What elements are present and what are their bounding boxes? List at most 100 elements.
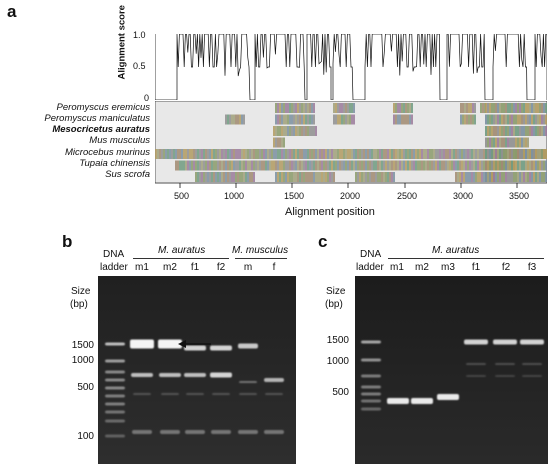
track-band [285, 114, 287, 125]
score-tick-0: 0 [144, 93, 150, 103]
track-band [309, 114, 311, 125]
track-band [257, 149, 259, 159]
track-band [185, 160, 187, 171]
track-band [527, 137, 529, 148]
track-band [523, 114, 525, 125]
track-band [447, 160, 449, 171]
track-band [309, 103, 311, 113]
track-band [491, 160, 493, 171]
track-band [535, 160, 537, 171]
track-band [279, 149, 281, 159]
track-band [527, 149, 529, 159]
track-band [539, 126, 541, 136]
band-m1-1500 [130, 339, 154, 349]
track-band [349, 103, 351, 113]
track-band [462, 103, 464, 113]
track-band [533, 103, 535, 113]
track-band [247, 172, 249, 182]
track-band [305, 103, 307, 113]
species-label-6: Sus scrofa [105, 169, 150, 180]
track-band [537, 149, 539, 159]
track-band [287, 103, 289, 113]
track-band [325, 172, 327, 182]
track-band [503, 172, 505, 182]
track-band [407, 149, 409, 159]
c-dna-label: DNA [360, 249, 382, 260]
track-band [365, 172, 367, 182]
track-band [251, 149, 253, 159]
track-band [201, 160, 203, 171]
track-band [543, 126, 545, 136]
track-band [277, 160, 279, 171]
track-band [353, 160, 355, 171]
track-band [421, 149, 423, 159]
track-band [269, 160, 271, 171]
track-band [385, 160, 387, 171]
c-size-1000: 1000 [326, 356, 349, 367]
track-band [317, 172, 319, 182]
track-band [403, 160, 405, 171]
ladder-band [105, 386, 125, 390]
track-band [483, 149, 485, 159]
primer-band [238, 430, 258, 434]
track-band [243, 160, 245, 171]
track-band [537, 160, 539, 171]
track-band [477, 160, 479, 171]
track-band [423, 160, 425, 171]
track-band [247, 160, 249, 171]
band-f2-800 [210, 372, 232, 378]
track-band [395, 103, 397, 113]
track-band [489, 103, 491, 113]
track-band [377, 160, 379, 171]
track-band [405, 114, 407, 125]
track-band [513, 103, 515, 113]
track-band [391, 149, 393, 159]
track-band [261, 149, 263, 159]
track-band [399, 160, 401, 171]
track-band [333, 103, 335, 113]
track-band [483, 160, 485, 171]
track-band [515, 149, 517, 159]
track-band [467, 149, 469, 159]
track-band [485, 172, 487, 182]
track-band [385, 149, 387, 159]
track-band [215, 160, 217, 171]
track-band [517, 114, 519, 125]
track-band [353, 103, 355, 113]
track-band [301, 114, 303, 125]
track-band [341, 149, 343, 159]
track-band [295, 149, 297, 159]
track-band [381, 172, 383, 182]
track-band [279, 114, 281, 125]
track-band [281, 126, 283, 136]
track-band [241, 114, 243, 125]
score-tick-05: 0.5 [133, 61, 146, 71]
track-band [395, 160, 397, 171]
track-band [525, 114, 527, 125]
track-band [339, 149, 341, 159]
track-band [333, 114, 335, 125]
track-band [519, 114, 521, 125]
track-band [377, 149, 379, 159]
track-band [533, 149, 535, 159]
track-band [525, 103, 527, 113]
track-band [243, 149, 245, 159]
smear-band [265, 393, 283, 395]
smear-band [133, 393, 151, 395]
track-band [509, 103, 511, 113]
track-band [401, 160, 403, 171]
track-band [383, 149, 385, 159]
band-m-faint [239, 381, 257, 383]
track-band [287, 126, 289, 136]
track-band [515, 137, 517, 148]
track-band [321, 160, 323, 171]
track-band [311, 149, 313, 159]
track-band [515, 126, 517, 136]
track-band [431, 149, 433, 159]
track-band [253, 149, 255, 159]
track-band [395, 149, 397, 159]
c-size-label: Size [326, 286, 346, 297]
track-band [177, 149, 179, 159]
track-band [459, 172, 461, 182]
track-band [403, 103, 405, 113]
